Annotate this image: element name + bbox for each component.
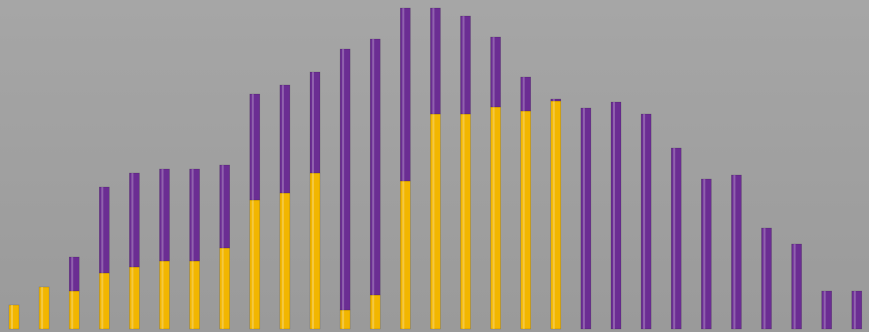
bar-highlight [41,287,44,329]
bar-segment [309,71,321,174]
bar-segment [520,76,531,112]
bar-highlight [372,39,375,295]
bar-segment [129,172,140,268]
bar-highlight [462,16,465,114]
bar-segment [369,294,381,330]
bar-segment [189,260,200,330]
bar-highlight [191,261,194,329]
bar-highlight [613,102,615,329]
bar-segment [430,7,441,115]
bar-segment [8,304,20,330]
bar-highlight [823,291,826,329]
bar-segment [68,290,80,330]
bar-segment [791,243,802,330]
bar-highlight [312,173,314,329]
bar-highlight [101,273,104,329]
bar-highlight [763,228,766,329]
bar-segment [520,110,531,330]
bar-highlight [372,295,375,329]
bar-highlight [342,49,345,310]
bar-segment [761,227,772,330]
bar-segment [400,180,411,330]
bar-segment [339,309,351,330]
bar-segment [821,290,832,330]
bar-highlight [733,175,736,329]
bar-highlight [342,310,345,329]
bar-segment [460,15,471,115]
bar-highlight [432,114,435,329]
bar-segment [550,100,562,330]
bar-highlight [312,72,314,173]
bar-segment [851,290,863,330]
bar-highlight [101,187,104,273]
bar-highlight [221,248,224,329]
bar-highlight [71,257,74,291]
bar-highlight [462,114,465,329]
bar-highlight [522,111,525,329]
bar-segment [309,172,321,330]
bar-segment [490,36,501,108]
bar-segment [219,247,230,330]
bar-highlight [71,291,74,329]
bar-highlight [11,305,13,329]
bar-segment [610,101,622,330]
bar-segment [189,168,200,262]
bar-segment [68,256,80,292]
bar-highlight [161,169,164,261]
bar-segment [99,186,110,274]
bar-highlight [492,107,495,329]
bar-segment [550,98,562,102]
bar-highlight [582,108,585,329]
bar-highlight [432,8,435,114]
bar-highlight [793,244,796,329]
bar-segment [670,147,682,330]
bar-highlight [402,8,405,181]
bar-segment [339,48,351,311]
bar-segment [580,107,592,330]
bar-highlight [552,101,555,329]
bar-segment [460,113,471,330]
bar-segment [249,199,261,330]
bar-highlight [191,169,194,261]
bar-highlight [281,193,284,329]
bar-highlight [251,94,254,200]
bar-segment [490,106,501,330]
bar-highlight [281,85,284,193]
bar-highlight [643,114,646,329]
bar-segment [38,286,50,330]
bar-segment [159,260,170,330]
bar-segment [219,164,230,249]
bar-segment [279,192,291,330]
bar-highlight [161,261,164,329]
bar-segment [430,113,441,330]
bar-segment [369,38,381,296]
bar-segment [249,93,261,201]
bar-segment [129,266,140,330]
bar-highlight [131,173,134,267]
bar-highlight [703,179,706,329]
bar-highlight [131,267,134,329]
bar-segment [400,7,411,182]
bar-segment [279,84,291,194]
bar-highlight [853,291,856,329]
bar-segment [701,178,712,330]
bar-segment [159,168,170,262]
bar-highlight [402,181,405,329]
bar-highlight [673,148,676,329]
bar-segment [99,272,110,330]
bar-highlight [221,165,224,248]
bar-segment [640,113,652,330]
bar-highlight [552,99,555,101]
bar-highlight [492,37,495,107]
bar-highlight [522,77,525,111]
bar-highlight [251,200,254,329]
bar-segment [731,174,742,330]
